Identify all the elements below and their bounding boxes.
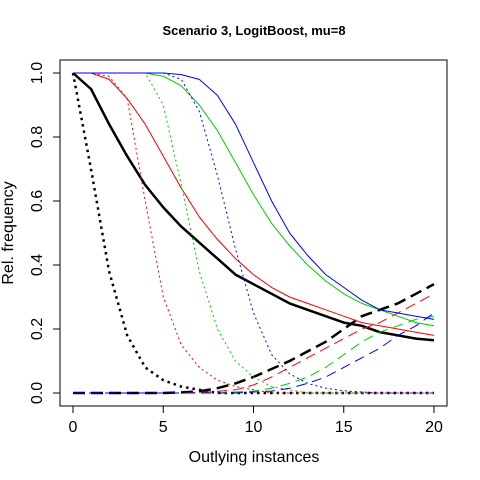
x-tick-label: 20 — [425, 419, 443, 436]
series-line-1 — [72, 72, 435, 342]
series-line-6 — [73, 293, 435, 394]
series-line-12 — [73, 312, 435, 394]
series-line-4 — [73, 72, 435, 336]
series-line-8 — [73, 72, 434, 394]
y-tick-label: 0.8 — [29, 126, 46, 148]
axes-layer: 0 5 10 15 20 0.0 0.2 0.4 0.6 0.8 1.0 — [29, 62, 443, 436]
y-tick-label: 0.0 — [29, 382, 46, 404]
x-tick-label: 10 — [245, 419, 263, 436]
series-line-11 — [73, 72, 434, 394]
y-tick-label: 0.6 — [29, 190, 46, 212]
series-line-5 — [73, 72, 434, 394]
series-line-10 — [73, 72, 435, 320]
chart-title: Scenario 3, LogitBoost, mu=8 — [162, 23, 345, 38]
plot-frame — [59, 59, 448, 407]
x-tick-label: 0 — [69, 419, 78, 436]
series-line-7 — [73, 72, 435, 327]
x-axis-label: Outlying instances — [189, 449, 320, 466]
y-tick-label: 1.0 — [29, 62, 46, 84]
y-tick-label: 0.4 — [29, 254, 46, 276]
x-tick-label: 15 — [335, 419, 353, 436]
y-axis-label: Rel. frequency — [0, 181, 17, 284]
series-line-2 — [71, 72, 434, 395]
series-line-9 — [73, 315, 435, 394]
series-layer — [71, 72, 435, 395]
x-tick-label: 5 — [159, 419, 168, 436]
y-tick-label: 0.2 — [29, 318, 46, 340]
